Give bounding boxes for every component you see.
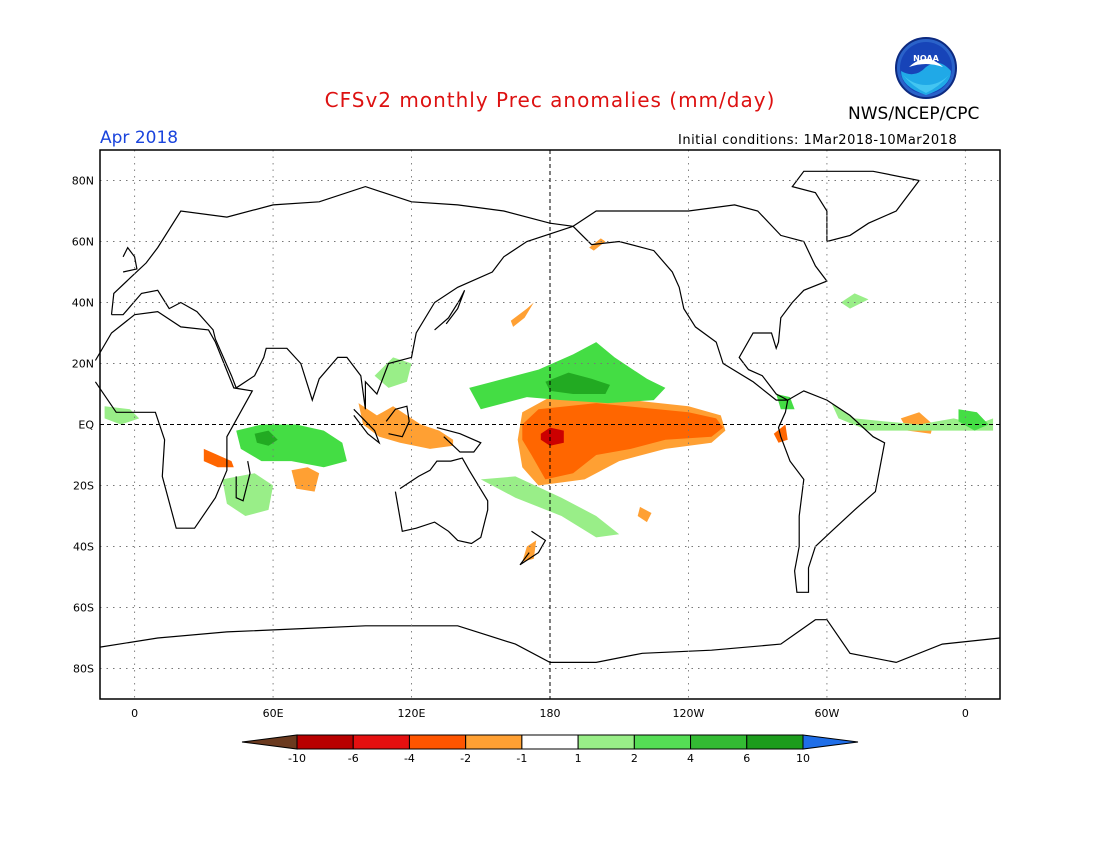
anomaly-regions [104,238,994,562]
colorbar-tick-label: -6 [348,752,359,765]
eurasia-coast [110,185,574,410]
nz-coast [519,530,547,566]
lat-tick-label: 40N [72,297,94,310]
colorbar-box [465,734,523,750]
colorbar-arrow-low [241,734,298,750]
anomaly-ecuador-dry [773,424,788,443]
lon-tick-label: 180 [540,707,561,720]
colorbar-tick-label: 1 [575,752,582,765]
anomaly-maritime-continent-dry [358,403,454,449]
anomaly-indian-ocean-wet [236,424,347,468]
greenland-coast [791,170,921,243]
anomaly-central-pacific-core [540,427,564,446]
anomaly-central-pacific-dry [522,403,724,480]
colorbar-tick-label: 6 [743,752,750,765]
colorbar-box [690,734,748,750]
map-frame [99,149,1001,700]
forecast-month: Apr 2018 [100,128,179,148]
initial-conditions: Initial conditions: 1Mar2018-10Mar2018 [678,133,958,148]
anomaly-west-africa-wet [104,406,140,425]
colorbar-arrow-high [802,734,859,750]
lon-tick-label: 60E [263,707,284,720]
anomaly-south-pacific-dry [637,506,652,523]
australia-coast [394,457,489,545]
newguinea-coast [436,427,482,453]
anomaly-indian-ocean-wet-core [254,430,278,446]
colorbar-box [352,734,410,750]
japan-coast [434,290,466,331]
lat-lon-grid [100,150,1000,699]
colorbar-tick-label: 4 [687,752,694,765]
uk-coast [122,246,138,273]
colorbar: -10 -6 -4 -2 -1 1 2 4 6 10 [241,734,859,765]
latitude-tick-labels: 80N 60N 40N 20N EQ 20S 40S 60S 80S [72,175,95,676]
lon-tick-label: 0 [962,707,969,720]
lat-tick-label: 20S [73,480,94,493]
colorbar-tick-label: -4 [404,752,415,765]
noaa-logo-icon: NOAA [895,37,957,99]
colorbar-tick-label: 2 [631,752,638,765]
chart-title: CFSv2 monthly Prec anomalies (mm/day) [324,88,776,112]
colorbar-box [577,734,635,750]
anomaly-north-pacific-dry [510,302,534,327]
colorbar-box [521,734,579,750]
longitude-tick-labels: 0 60E 120E 180 120W 60W 0 [131,707,969,720]
anomaly-atlantic-itcz-wet [831,403,994,431]
colorbar-box [746,734,804,750]
anomaly-south-indian-dry [291,467,320,492]
noaa-logo-lettering: NOAA [913,54,939,63]
colorbar-box [296,734,354,750]
anomaly-southwest-indian-wet [222,473,274,516]
lat-tick-label: 80S [73,663,94,676]
anomaly-east-africa-dry [203,448,234,468]
north-america-coast [572,204,828,401]
lat-tick-label: 80N [72,175,94,188]
lon-tick-label: 0 [131,707,138,720]
lat-tick-label: 20N [72,358,94,371]
anomaly-north-pacific-wet-core [545,372,610,394]
colorbar-tick-label: -10 [288,752,306,765]
lon-tick-label: 60W [814,707,839,720]
lat-tick-label: EQ [78,419,94,432]
anomaly-gulf-of-guinea-wet [958,409,989,431]
lon-tick-label: 120W [673,707,705,720]
africa-coast [94,310,254,529]
lat-tick-label: 40S [73,541,94,554]
anomaly-panama-wet [776,394,795,410]
colorbar-box [633,734,692,750]
colorbar-tick-label: -2 [460,752,471,765]
lat-tick-label: 60S [73,602,94,615]
south-america-coast [777,390,886,593]
colorbar-tick-label: -1 [516,752,527,765]
coastlines [94,170,1001,664]
anomaly-spcz-wet [480,476,620,538]
anomaly-south-china-sea-wet [374,357,412,388]
anomaly-north-atlantic-wet [840,293,869,309]
antarctica-coast [99,619,1001,664]
madagascar-coast [235,460,251,502]
borneo-coast [385,405,410,438]
colorbar-box [408,734,467,750]
sumatra-coast [353,408,381,445]
agency-label: NWS/NCEP/CPC [848,104,980,124]
lat-tick-label: 60N [72,236,94,249]
colorbar-tick-label: 10 [796,752,810,765]
lon-tick-label: 120E [398,707,426,720]
